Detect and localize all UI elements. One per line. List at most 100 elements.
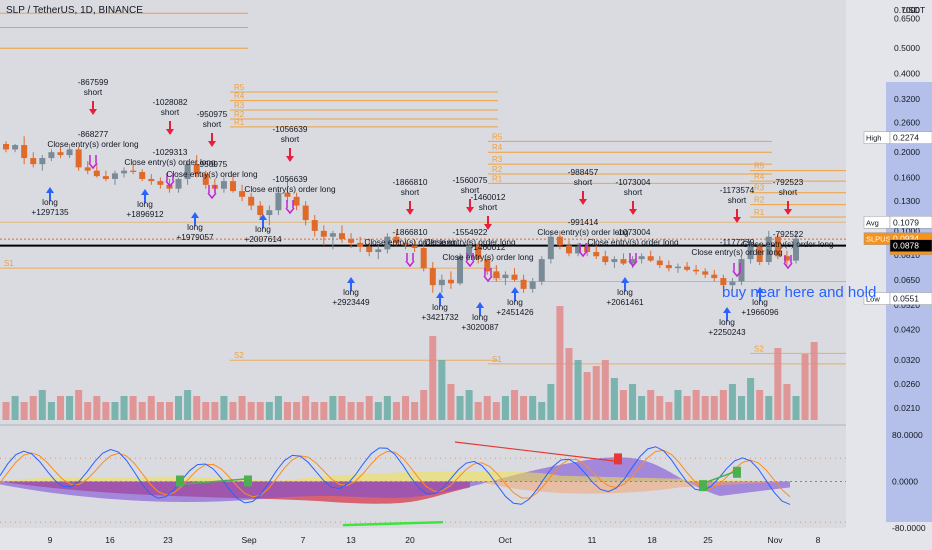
divergence-line-green [342, 520, 444, 527]
candle-body [384, 236, 391, 250]
volume-bar [165, 402, 173, 420]
candle-body [475, 245, 482, 260]
close-marker-icon [405, 253, 415, 268]
signal-label: short [281, 134, 300, 144]
candle-body [793, 238, 799, 261]
volume-bar [429, 336, 437, 420]
candle-body [3, 143, 9, 150]
volume-bar [629, 384, 637, 420]
signal-value: -1460012 [470, 192, 505, 202]
candle-body [320, 230, 327, 237]
volume-bar [465, 390, 473, 420]
short-arrow-icon [629, 201, 637, 215]
oscillator-tick-label: -80.0000 [892, 523, 926, 533]
volume-bar [75, 390, 83, 420]
candle-body [684, 266, 691, 270]
trend-line [179, 477, 251, 486]
volume-bar [538, 402, 546, 420]
volume-bar [619, 390, 627, 420]
price-label-name: High [866, 134, 881, 143]
volume-bar [592, 366, 600, 420]
pivot-label: R1 [754, 208, 765, 217]
volume-bar [29, 396, 37, 420]
signal-value: -1560075 [452, 175, 487, 185]
volume-bar [692, 390, 700, 420]
price-label-value: 0.0878 [893, 241, 919, 251]
signal-label: Close entry(s) order long [587, 237, 679, 247]
volume-bar [302, 396, 310, 420]
signal-label: long [752, 297, 768, 307]
candle-body [175, 178, 182, 189]
candle-body [438, 279, 445, 286]
volume-bar [265, 402, 273, 420]
signal-label: Close entry(s) order long [124, 157, 216, 167]
long-arrow-icon [191, 212, 199, 226]
short-arrow-icon [484, 216, 492, 230]
candle-body [602, 256, 609, 263]
volume-bar [38, 390, 46, 420]
candle-body [547, 236, 554, 260]
volume-bar [402, 396, 410, 420]
volume-bar [247, 402, 255, 420]
candle-body [202, 174, 209, 185]
signal-value: +1297135 [31, 207, 69, 217]
volume-bar [84, 402, 92, 420]
candle-body [674, 266, 681, 269]
candle-body [57, 152, 64, 156]
candle-body [711, 274, 718, 279]
candle-body [593, 252, 600, 257]
volume-bar [274, 396, 282, 420]
candle-body [529, 281, 536, 289]
long-arrow-icon [723, 307, 731, 321]
pivot-label: R3 [234, 101, 245, 110]
candle-body [774, 236, 781, 257]
time-axis-panel [0, 528, 846, 550]
candle-body [157, 181, 164, 185]
close-marker-icon [483, 268, 493, 283]
volume-bar [529, 396, 537, 420]
yellow-cloud-area [0, 471, 790, 482]
candle-body [230, 181, 237, 192]
signal-value: +1896912 [126, 209, 164, 219]
pivot-label: R5 [754, 162, 765, 171]
candle-body [429, 268, 436, 286]
volume-bar [656, 396, 664, 420]
short-arrow-icon [286, 148, 294, 162]
pivot-label: R4 [234, 92, 245, 101]
volume-bar [283, 402, 291, 420]
short-arrow-icon [466, 199, 474, 213]
candle-body [375, 249, 382, 253]
price-label-box [889, 216, 932, 229]
price-tick-label: 0.0210 [894, 403, 920, 413]
signal-value: -950975 [197, 109, 228, 119]
signal-value: +2451426 [496, 307, 534, 317]
candle-body [611, 259, 618, 263]
candle-body [148, 178, 155, 182]
signal-value: -1460012 [470, 242, 505, 252]
candle-body [293, 196, 300, 206]
candle-body [30, 158, 37, 165]
price-tick-label: 0.1300 [894, 196, 920, 206]
signal-value: -1177239 [720, 237, 755, 247]
candle-body [93, 170, 100, 177]
candle-body [620, 259, 627, 264]
short-arrow-icon [208, 133, 216, 147]
pivot-label: R2 [492, 165, 503, 174]
volume-bar [756, 390, 764, 420]
volume-bar [492, 402, 500, 420]
candle-body [248, 196, 255, 206]
candle-body [656, 260, 663, 266]
price-label-box [889, 131, 932, 144]
short-arrow-icon [89, 101, 97, 115]
volume-bar [520, 396, 528, 420]
pivot-label: R1 [492, 174, 503, 183]
signal-value: -950975 [197, 159, 228, 169]
volume-bar [238, 396, 246, 420]
signal-label: Close entry(s) order long [691, 247, 783, 257]
volume-bar [765, 396, 773, 420]
price-tick-label: 0.0520 [894, 300, 920, 310]
price-label-value: 0.0551 [893, 294, 919, 304]
candle-body [493, 271, 500, 279]
signal-label: short [779, 187, 798, 197]
long-arrow-icon [259, 214, 267, 228]
